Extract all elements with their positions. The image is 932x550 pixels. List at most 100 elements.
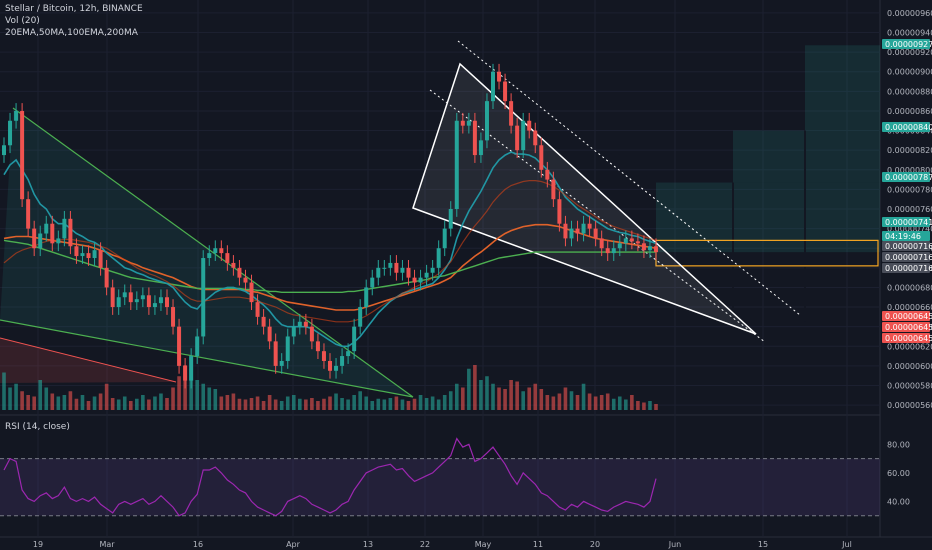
candle-body [195,336,200,357]
volume-bar [636,401,640,410]
volume-bar [605,393,610,410]
candle-body [334,365,339,371]
volume-bar [364,396,369,410]
candle-body [376,267,381,278]
volume-bar [285,396,290,410]
volume-legend: Vol (20) [5,16,40,26]
volume-bar [255,396,260,410]
volume-bar [527,387,532,410]
price-badge [882,333,930,343]
time-tick-label: 13 [363,540,373,549]
candle-body [623,238,628,244]
candle-body [140,295,145,300]
candle-body [225,253,230,263]
volume-bar [68,391,73,410]
ma200-line [3,239,656,293]
price-tick-label: 0.00000780 [887,185,932,194]
price-badge-label: 0.00000787 [885,173,932,182]
volume-bar [316,401,320,410]
volume-bar [147,399,151,410]
volume-bar [648,401,652,410]
volume-bar [201,383,206,410]
candle-body [122,292,127,298]
candle-body [201,258,206,337]
volume-bar [26,395,30,410]
volume-bar [388,398,393,410]
price-badge [882,311,930,321]
price-badge-label: 0.00000645 [885,323,932,332]
volume-bar [104,383,109,410]
candle-body [80,253,85,257]
candle-body [629,238,634,242]
candle-body [74,246,79,257]
candle-body [388,262,393,268]
ema100-line [3,223,657,311]
volume-bar [38,380,43,410]
price-badge [882,231,930,241]
candle-body [315,341,320,352]
volume-bar [2,372,6,410]
volume-bar [243,399,248,410]
volume-bar [424,398,429,410]
volume-bar [454,383,459,410]
volume-bar [153,396,157,410]
candle-body [418,277,423,283]
candle-body [273,341,278,366]
price-tick-label: 0.00000620 [887,342,932,351]
volume-bar [515,381,519,410]
candle-body [406,267,411,278]
volume-bar [267,395,272,410]
candle-body [551,179,556,200]
volume-bar [20,391,24,410]
rsi-line [3,437,657,517]
candle-body [50,223,55,244]
candle-body [104,267,109,288]
candle-body [303,321,308,327]
volume-bar [630,395,634,410]
candle-body [587,223,592,229]
candle-body [400,267,405,273]
candle-body [207,253,212,259]
volume-bar [642,402,646,410]
volume-bar [310,398,314,410]
volume-bar [189,368,193,410]
candle-body [32,228,37,249]
volume-bar [8,387,12,410]
volume-bar [461,387,465,410]
volume-bar [273,399,278,410]
volume-bar [509,380,513,410]
wedge-lower-line [0,319,414,398]
volume-bar [485,376,489,410]
volume-bar [358,391,362,410]
volume-bar [50,393,55,410]
candle-body [491,71,495,102]
volume-bar [581,383,586,410]
volume-bar [231,393,236,410]
candle-body [478,140,483,156]
candle-body [38,233,43,249]
volume-bar [322,398,326,410]
candle-body [364,287,369,308]
time-tick-label: Mar [99,540,115,549]
volume-bar [304,399,308,410]
volume-bar [86,401,91,410]
candle-body [189,356,194,381]
red-triangle-line [0,337,177,383]
volume-bar [593,396,598,410]
volume-bar [249,398,254,410]
price-badge [882,122,930,132]
volume-bar [346,399,350,410]
candle-body [581,223,586,234]
candle-body [177,326,182,366]
candle-body [557,199,562,224]
candle-body [358,307,363,327]
candle-body [68,218,73,247]
ma-legend: 20EMA,50MA,100EMA,200MA [5,28,138,38]
candle-body [237,267,242,278]
candle-body [635,241,640,244]
volume-bar [394,396,399,410]
candle-body [98,250,103,268]
candle-body [8,120,13,146]
